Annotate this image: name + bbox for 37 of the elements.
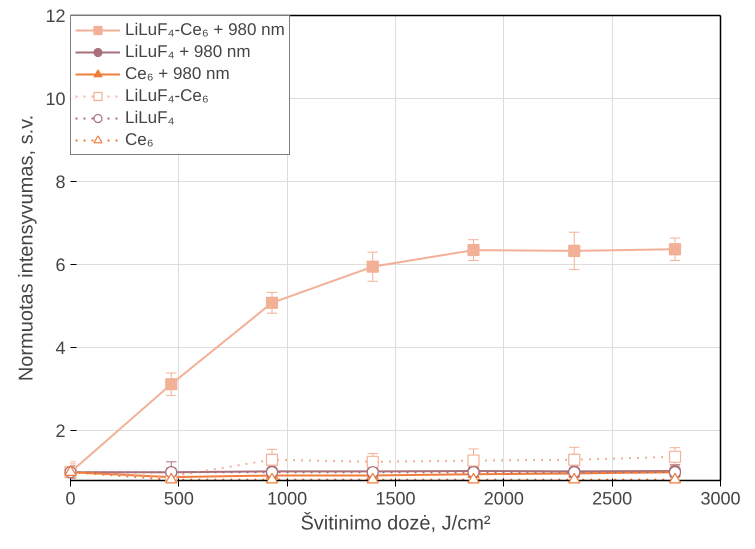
x-tick-label: 2000 [484, 488, 524, 508]
point [266, 454, 278, 466]
point [366, 456, 379, 468]
x-tick-label: 0 [65, 488, 76, 508]
point [165, 472, 178, 484]
x-tick-label: 500 [164, 488, 194, 508]
point [467, 472, 480, 484]
legend-label: LiLuF₄ [125, 108, 174, 128]
legend-label: LiLuF₄-Ce₆ [125, 86, 209, 106]
x-axis-title: Švitinimo dozė, J/cm² [300, 512, 491, 534]
point [366, 260, 379, 273]
y-tick-label: 6 [55, 255, 66, 276]
y-tick-label: 4 [55, 338, 66, 358]
y-tick-label: 2 [55, 421, 66, 442]
legend-label: LiLuF₄ + 980 nm [125, 42, 251, 62]
point [668, 472, 682, 484]
y-tick-label: 10 [45, 89, 66, 110]
point [266, 296, 278, 309]
y-tick-label: 8 [55, 172, 66, 192]
point [568, 244, 580, 258]
point [165, 378, 178, 390]
legend-label: Ce₆ [125, 130, 154, 150]
point [568, 454, 580, 466]
point [668, 243, 682, 256]
x-tick-label: 1500 [375, 488, 416, 508]
y-axis-title: Normuotas intensyvumas, s.v. [15, 114, 38, 382]
point [568, 472, 580, 484]
legend-label: Ce₆ + 980 nm [125, 64, 230, 84]
point [366, 472, 379, 484]
x-tick-label: 2500 [592, 488, 632, 508]
point [668, 450, 682, 463]
y-tick-label: 12 [45, 6, 66, 26]
point [467, 244, 480, 256]
x-tick-label: 3000 [700, 488, 741, 508]
x-tick-label: 1000 [267, 488, 308, 508]
point [467, 454, 480, 467]
legend-label: LiLuF₄-Ce₆ + 980 nm [125, 20, 285, 40]
